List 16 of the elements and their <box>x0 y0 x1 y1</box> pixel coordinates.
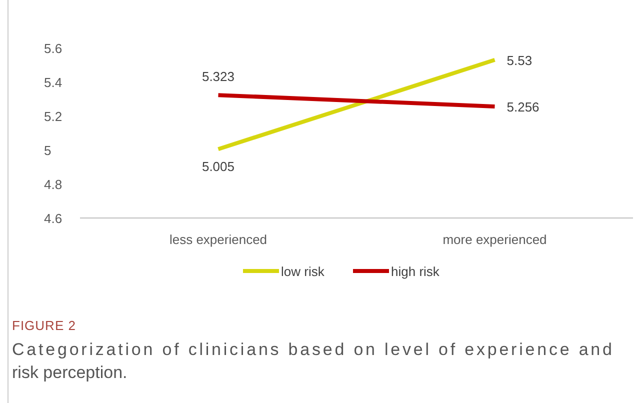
y-tick-label: 5 <box>44 143 52 158</box>
data-label: 5.256 <box>506 99 540 114</box>
y-tick-label: 4.6 <box>44 211 62 226</box>
data-label: 5.53 <box>506 52 532 68</box>
y-tick-label: 5.6 <box>44 41 62 56</box>
text: Categorization of clinicians based on level of experience and risk perception. <box>12 340 612 382</box>
y-tick-label: 4.8 <box>44 177 62 192</box>
y-tick-label: 5.2 <box>44 109 62 124</box>
legend-label: high risk <box>391 264 440 279</box>
data-label: 5.005 <box>202 159 235 174</box>
x-tick-label: more experienced <box>442 232 547 247</box>
x-tick-label: less experienced <box>169 232 268 247</box>
data-label: 5.323 <box>202 69 235 84</box>
caption: FIGURE 2 <box>12 318 76 333</box>
y-tick-label: 5.4 <box>44 75 62 90</box>
legend-label: low risk <box>281 264 325 279</box>
